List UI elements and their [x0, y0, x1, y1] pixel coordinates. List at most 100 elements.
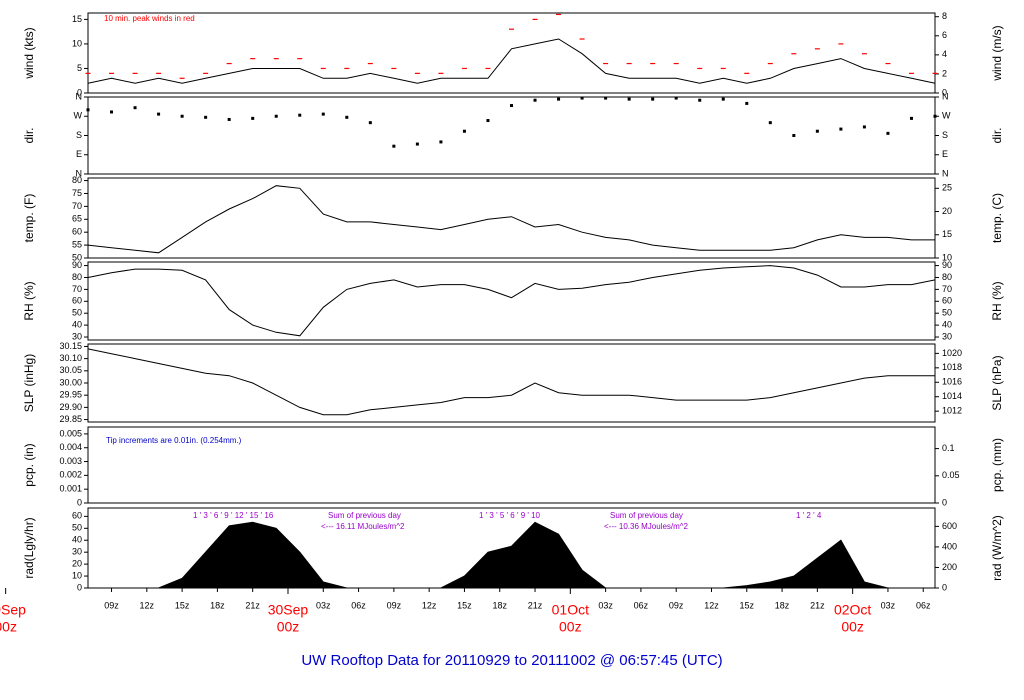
day-time-label: 00z	[841, 619, 864, 635]
chart-title: UW Rooftop Data for 20110929 to 20111002…	[301, 652, 722, 669]
y-tick-label: 70	[72, 201, 82, 211]
data-point	[886, 131, 890, 135]
y-tick-label: 0	[77, 497, 82, 507]
y-tick-label: 0.001	[59, 484, 82, 494]
y2-tick-label: 0	[942, 497, 947, 507]
y2-tick-label: S	[942, 130, 948, 140]
y2-axis-label: wind (m/s)	[990, 25, 1004, 81]
y-tick-label: 30	[72, 547, 82, 557]
data-point	[698, 98, 702, 102]
annotation: Sum of previous day	[610, 511, 683, 520]
x-tick-label: 15z	[457, 600, 472, 610]
data-point	[227, 117, 231, 121]
y-axis-label: RH (%)	[22, 281, 36, 320]
data-point	[839, 127, 843, 131]
data-point	[251, 116, 255, 120]
y-axis-label: wind (kts)	[22, 27, 36, 79]
x-tick-label: 18z	[210, 600, 225, 610]
y2-tick-label: 50	[942, 308, 952, 318]
data-point	[651, 97, 655, 101]
data-point	[321, 112, 325, 116]
data-point	[533, 98, 537, 102]
day-label: 02Oct	[834, 602, 871, 618]
x-tick-label: 06z	[351, 600, 366, 610]
x-tick-label: 06z	[634, 600, 649, 610]
data-point	[298, 113, 302, 117]
y-tick-label: 29.90	[59, 402, 82, 412]
y-tick-label: 5	[77, 63, 82, 73]
annotation: <--- 10.36 MJoules/m^2	[604, 522, 689, 531]
y2-tick-label: 8	[942, 11, 947, 21]
day-time-label: 00z	[277, 619, 300, 635]
data-line	[87, 348, 935, 416]
annotation: 1 ' 3 ' 5 ' 6 ' 9 ' 10	[479, 511, 541, 520]
y2-tick-label: 1020	[942, 348, 962, 358]
data-line	[87, 185, 935, 254]
x-tick-label: 03z	[881, 600, 896, 610]
y2-tick-label: 1018	[942, 362, 962, 372]
x-tick-label: 21z	[245, 600, 260, 610]
data-point	[415, 142, 419, 146]
y-tick-label: 10	[72, 570, 82, 580]
y-axis-label: rad(Lgly/hr)	[22, 517, 36, 578]
y2-axis-label: RH (%)	[990, 281, 1004, 320]
y-tick-label: 50	[72, 523, 82, 533]
y2-axis-label: pcp. (mm)	[990, 438, 1004, 492]
y-tick-label: 40	[72, 535, 82, 545]
x-tick-label: 09z	[104, 600, 119, 610]
data-point	[674, 96, 678, 100]
y-tick-label: 0	[77, 87, 82, 97]
data-point	[204, 115, 208, 119]
y2-axis-label: dir.	[990, 127, 1004, 143]
y2-tick-label: 25	[942, 183, 952, 193]
data-point	[604, 96, 608, 100]
y-tick-label: W	[74, 111, 83, 121]
data-point	[768, 121, 772, 125]
y2-tick-label: 400	[942, 541, 957, 551]
day-time-label: 00z	[559, 619, 582, 635]
y-tick-label: 0.002	[59, 470, 82, 480]
y-tick-label: S	[76, 130, 82, 140]
y2-tick-label: 2	[942, 68, 947, 78]
x-tick-label: 06z	[916, 600, 931, 610]
data-point	[557, 97, 561, 101]
y2-tick-label: 0	[942, 582, 947, 592]
y-tick-label: 30.15	[59, 341, 82, 351]
y2-tick-label: 600	[942, 521, 957, 531]
data-point	[909, 116, 913, 120]
x-tick-label: 12z	[422, 600, 437, 610]
day-label: 01Oct	[552, 602, 589, 618]
y-axis-label: dir.	[22, 127, 36, 143]
x-tick-label: 18z	[492, 600, 507, 610]
y-tick-label: 29.85	[59, 414, 82, 424]
y-axis-label: SLP (inHg)	[22, 354, 36, 412]
y-tick-label: 15	[72, 14, 82, 24]
data-point	[133, 106, 137, 110]
y2-tick-label: 80	[942, 272, 952, 282]
y2-tick-label: W	[942, 111, 951, 121]
y2-tick-label: 0.05	[942, 470, 960, 480]
y-tick-label: N	[76, 91, 83, 101]
y-tick-label: 30.00	[59, 377, 82, 387]
data-point	[510, 104, 513, 108]
y-tick-label: 65	[72, 214, 82, 224]
y2-tick-label: 4	[942, 49, 947, 59]
data-point	[815, 129, 819, 133]
y2-tick-label: 1012	[942, 406, 962, 416]
x-tick-label: 09z	[387, 600, 402, 610]
y2-tick-label: 90	[942, 260, 952, 270]
panel-frame	[87, 12, 936, 94]
y-tick-label: 55	[72, 239, 82, 249]
y-tick-label: 60	[72, 227, 82, 237]
annotation: 10 min. peak winds in red	[104, 14, 195, 23]
x-tick-label: 21z	[528, 600, 543, 610]
data-point	[274, 114, 278, 118]
y2-tick-label: 40	[942, 319, 952, 329]
panel-frame	[87, 343, 936, 423]
y-axis-label: pcp. (in)	[22, 443, 36, 486]
panel-frame	[87, 177, 936, 259]
x-tick-label: 09z	[669, 600, 684, 610]
y-tick-label: 0.004	[59, 442, 82, 452]
y2-tick-label: E	[942, 149, 948, 159]
